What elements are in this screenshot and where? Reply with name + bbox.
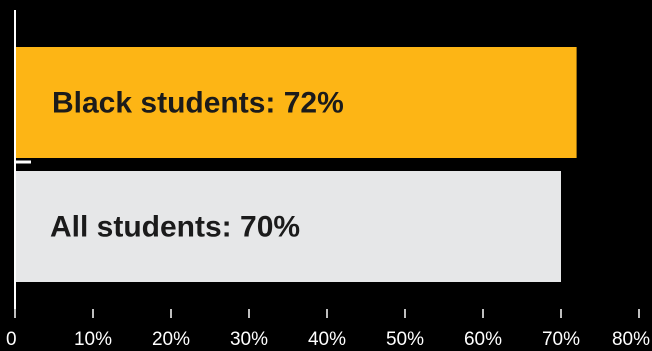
axis-layer <box>14 10 640 318</box>
bar-label-black-students: Black students: 72% <box>52 87 344 120</box>
x-tick-label: 60% <box>464 329 502 350</box>
x-tick-label: 70% <box>542 329 580 350</box>
bar-label-all-students: All students: 70% <box>50 211 300 244</box>
x-tick-label: 40% <box>308 329 346 350</box>
x-tick-label: 0 <box>6 329 17 350</box>
bar-black-students <box>15 47 577 158</box>
bars-layer <box>15 47 577 282</box>
x-tick-label: 30% <box>230 329 268 350</box>
x-tick-label: 10% <box>74 329 112 350</box>
x-tick-label: 20% <box>152 329 190 350</box>
labels-layer: Black students: 72% All students: 70% 0 10%… <box>6 87 650 351</box>
bar-all-students <box>15 171 561 282</box>
x-tick-label: 80% <box>612 329 650 350</box>
x-tick-label: 50% <box>386 329 424 350</box>
